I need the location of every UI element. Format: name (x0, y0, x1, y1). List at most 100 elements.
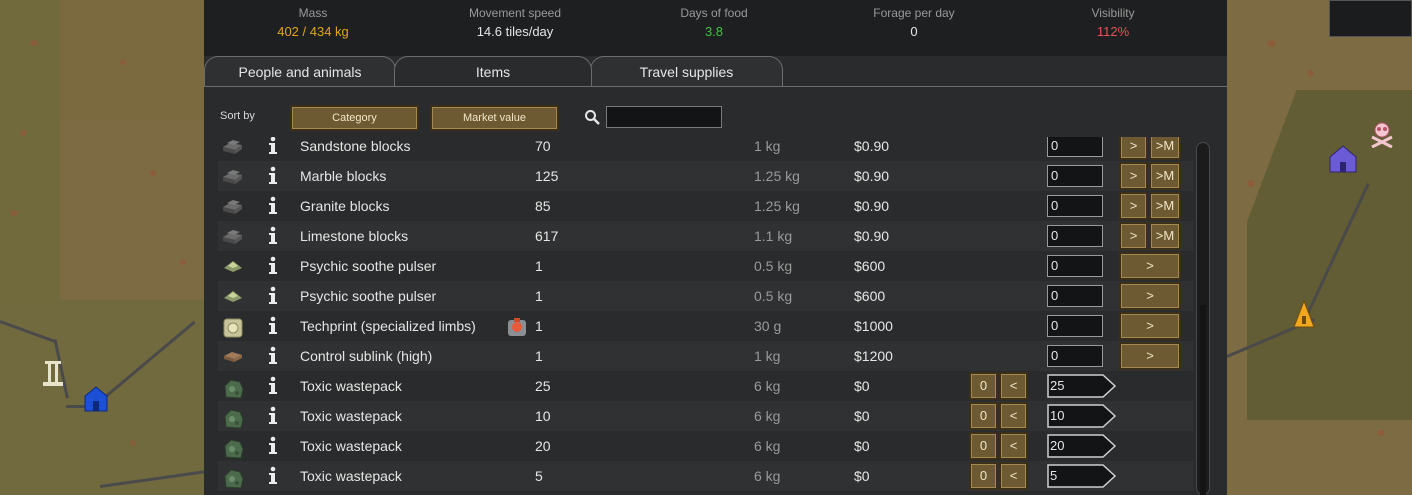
info-icon[interactable] (267, 436, 279, 456)
stat-label: Movement speed (468, 6, 562, 20)
map-road (66, 405, 96, 408)
map-feature (10, 210, 18, 216)
add-max-button[interactable]: >M (1149, 137, 1181, 160)
info-icon[interactable] (267, 226, 279, 246)
world-map-right[interactable] (1227, 0, 1412, 495)
add-max-button[interactable]: >M (1149, 192, 1181, 220)
item-row: Toxic wastepack 20 6 kg $0 0 <20 (218, 431, 1194, 461)
caravan-formation-dialog: Mass 402 / 434 kg Movement speed 14.6 ti… (204, 0, 1227, 495)
quantity-field[interactable] (1047, 434, 1117, 458)
remove-one-button[interactable]: < (999, 432, 1028, 460)
item-market-value: $0.90 (854, 168, 890, 184)
item-name: Psychic soothe pulser (300, 258, 437, 274)
stat-forage-per-day: Forage per day 0 (814, 6, 1014, 43)
item-count: 1 (535, 348, 543, 364)
tab-people-and-animals[interactable]: People and animals (204, 56, 396, 86)
add-one-button[interactable]: > (1119, 282, 1181, 310)
item-name: Control sublink (high) (300, 348, 433, 364)
remove-all-button[interactable]: 0 (969, 402, 998, 430)
info-icon[interactable] (267, 166, 279, 186)
quantity-field[interactable]: 0 (1047, 315, 1103, 337)
item-count: 5 (535, 468, 543, 484)
add-one-button[interactable]: > (1119, 192, 1148, 220)
item-name: Toxic wastepack (300, 468, 402, 484)
sort-category-button[interactable]: Category (290, 105, 419, 131)
map-feature (30, 40, 38, 46)
item-row: Granite blocks 85 1.25 kg $0.90 0 > >M (218, 191, 1194, 221)
quantity-field[interactable] (1047, 404, 1117, 428)
ancient-ruins-icon[interactable] (40, 360, 66, 388)
info-icon[interactable] (267, 466, 279, 486)
item-mass: 0.5 kg (754, 288, 793, 304)
item-mass: 1.25 kg (754, 198, 800, 214)
item-list: Sandstone blocks 70 1 kg $0.90 0 > >M Marble bl… (204, 137, 1194, 495)
remove-one-button[interactable]: < (999, 372, 1028, 400)
item-mass: 30 g (754, 318, 782, 334)
add-max-button[interactable]: >M (1149, 222, 1181, 250)
remove-all-button[interactable]: 0 (969, 372, 998, 400)
skull-danger-icon[interactable] (1369, 120, 1395, 148)
info-icon[interactable] (267, 137, 279, 156)
quantity-field[interactable] (1047, 374, 1117, 398)
player-settlement-icon[interactable] (84, 386, 108, 412)
quantity-field[interactable]: 0 (1047, 195, 1103, 217)
quantity-field[interactable]: 0 (1047, 225, 1103, 247)
add-one-button[interactable]: > (1119, 222, 1148, 250)
quantity-field[interactable]: 0 (1047, 165, 1103, 187)
item-count: 25 (535, 378, 551, 394)
item-row: Toxic wastepack 25 6 kg $0 0 <25 (218, 371, 1194, 401)
remove-all-button[interactable]: 0 (969, 462, 998, 490)
sort-bar: Sort by Category Market value (204, 100, 1227, 134)
add-one-button[interactable]: > (1119, 312, 1181, 340)
info-icon[interactable] (267, 316, 279, 336)
stat-mass: Mass 402 / 434 kg (213, 6, 413, 43)
caravan-marker-icon[interactable] (1293, 300, 1315, 328)
remove-one-button[interactable]: < (999, 462, 1028, 490)
remove-all-button[interactable]: 0 (969, 432, 998, 460)
stone-blocks-icon (222, 137, 244, 155)
map-feature (1377, 430, 1385, 436)
sort-market-value-button[interactable]: Market value (430, 105, 559, 131)
info-icon[interactable] (267, 376, 279, 396)
world-map-left[interactable] (0, 0, 204, 495)
wastepack-icon (222, 467, 244, 489)
item-row: Psychic soothe pulser 1 0.5 kg $600 0 > (218, 251, 1194, 281)
tab-divider (204, 86, 1227, 87)
item-count: 70 (535, 138, 551, 154)
stat-label: Days of food (680, 6, 748, 20)
item-count: 1 (535, 288, 543, 304)
faction-settlement-icon[interactable] (1329, 145, 1357, 173)
quantity-field[interactable] (1047, 464, 1117, 488)
info-icon[interactable] (267, 406, 279, 426)
stat-value: 14.6 tiles/day (476, 24, 554, 39)
tab-items[interactable]: Items (394, 56, 592, 86)
add-one-button[interactable]: > (1119, 252, 1181, 280)
info-icon[interactable] (267, 286, 279, 306)
research-project-icon[interactable] (507, 317, 527, 337)
item-mass: 6 kg (754, 438, 781, 454)
item-name: Techprint (specialized limbs) (300, 318, 476, 334)
quantity-field[interactable]: 0 (1047, 137, 1103, 157)
stat-label: Forage per day (873, 6, 955, 20)
list-scrollbar-thumb[interactable] (1200, 305, 1206, 495)
add-one-button[interactable]: > (1119, 162, 1148, 190)
stat-label: Visibility (1091, 6, 1135, 20)
add-one-button[interactable]: > (1119, 137, 1148, 160)
item-row: Techprint (specialized limbs) 1 30 g $1000 0… (218, 311, 1194, 341)
stone-blocks-icon (222, 167, 244, 185)
item-row: Toxic wastepack 10 6 kg $0 0 <10 (218, 401, 1194, 431)
item-market-value: $600 (854, 258, 886, 274)
info-icon[interactable] (267, 196, 279, 216)
quantity-field[interactable]: 0 (1047, 345, 1103, 367)
search-input[interactable] (606, 106, 722, 128)
item-market-value: $0.90 (854, 198, 890, 214)
quantity-field[interactable]: 0 (1047, 285, 1103, 307)
info-icon[interactable] (267, 346, 279, 366)
quantity-field[interactable]: 0 (1047, 255, 1103, 277)
info-icon[interactable] (267, 256, 279, 276)
tab-travel-supplies[interactable]: Travel supplies (590, 56, 783, 86)
add-max-button[interactable]: >M (1149, 162, 1181, 190)
remove-one-button[interactable]: < (999, 402, 1028, 430)
add-one-button[interactable]: > (1119, 342, 1181, 370)
wastepack-icon (222, 377, 244, 399)
